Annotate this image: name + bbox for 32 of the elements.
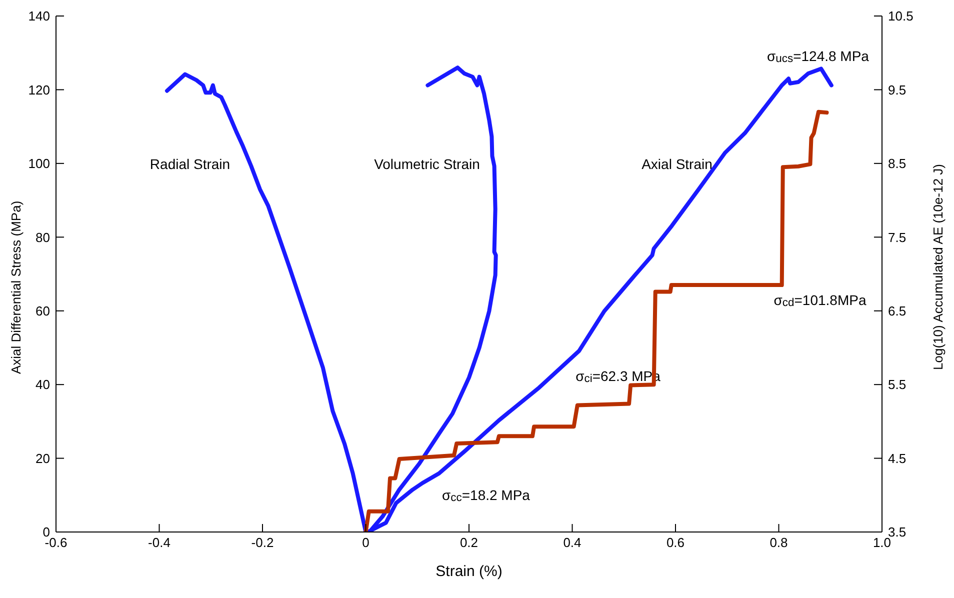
y-axis-title: Axial Differential Stress (MPa) — [8, 200, 24, 374]
annotation: Radial Strain — [150, 156, 230, 172]
x-tick-label: 0.8 — [770, 535, 788, 550]
x-axis-title: Strain (%) — [436, 563, 502, 580]
x-tick-label: 0 — [362, 535, 370, 550]
y-tick-label: 80 — [36, 230, 50, 245]
annotation: σ$_{cc}$=18.2 MPa — [442, 487, 530, 504]
x-tick-label: 1.0 — [872, 535, 892, 550]
y-tick-label: 100 — [28, 156, 50, 172]
y2-tick-label: 7.5 — [888, 230, 906, 245]
x-tick-label: 0.4 — [563, 535, 582, 550]
y2-tick-label: 8.5 — [888, 156, 906, 172]
x-tick-label: 0.2 — [460, 535, 478, 550]
annotation: σ$_{ucs}$=124.8 MPa — [767, 48, 870, 66]
annotation: σ$_{cd}$=101.8MPa — [774, 292, 866, 310]
y-tick-label: 60 — [36, 303, 50, 318]
annotation: Volumetric Strain — [374, 156, 480, 172]
x-tick-label: 0.6 — [666, 535, 685, 550]
y-tick-label: 0 — [42, 524, 50, 540]
y-tick-label: 140 — [28, 8, 50, 24]
y-tick-label: 20 — [36, 450, 50, 466]
y2-axis-title: Log(10) Accumulated AE (10e-12 J) — [930, 164, 946, 370]
y2-tick-label: 4.5 — [888, 450, 906, 466]
y-tick-label: 40 — [36, 377, 50, 392]
y2-tick-label: 6.5 — [888, 303, 906, 318]
y2-tick-label: 5.5 — [888, 377, 906, 392]
y-tick-label: 120 — [28, 82, 50, 98]
y2-tick-label: 9.5 — [888, 82, 906, 98]
y2-tick-label: 10.5 — [888, 8, 914, 24]
x-tick-label: -0.2 — [251, 535, 274, 550]
x-tick-label: -0.4 — [148, 535, 170, 550]
annotation: Axial Strain — [642, 156, 712, 172]
